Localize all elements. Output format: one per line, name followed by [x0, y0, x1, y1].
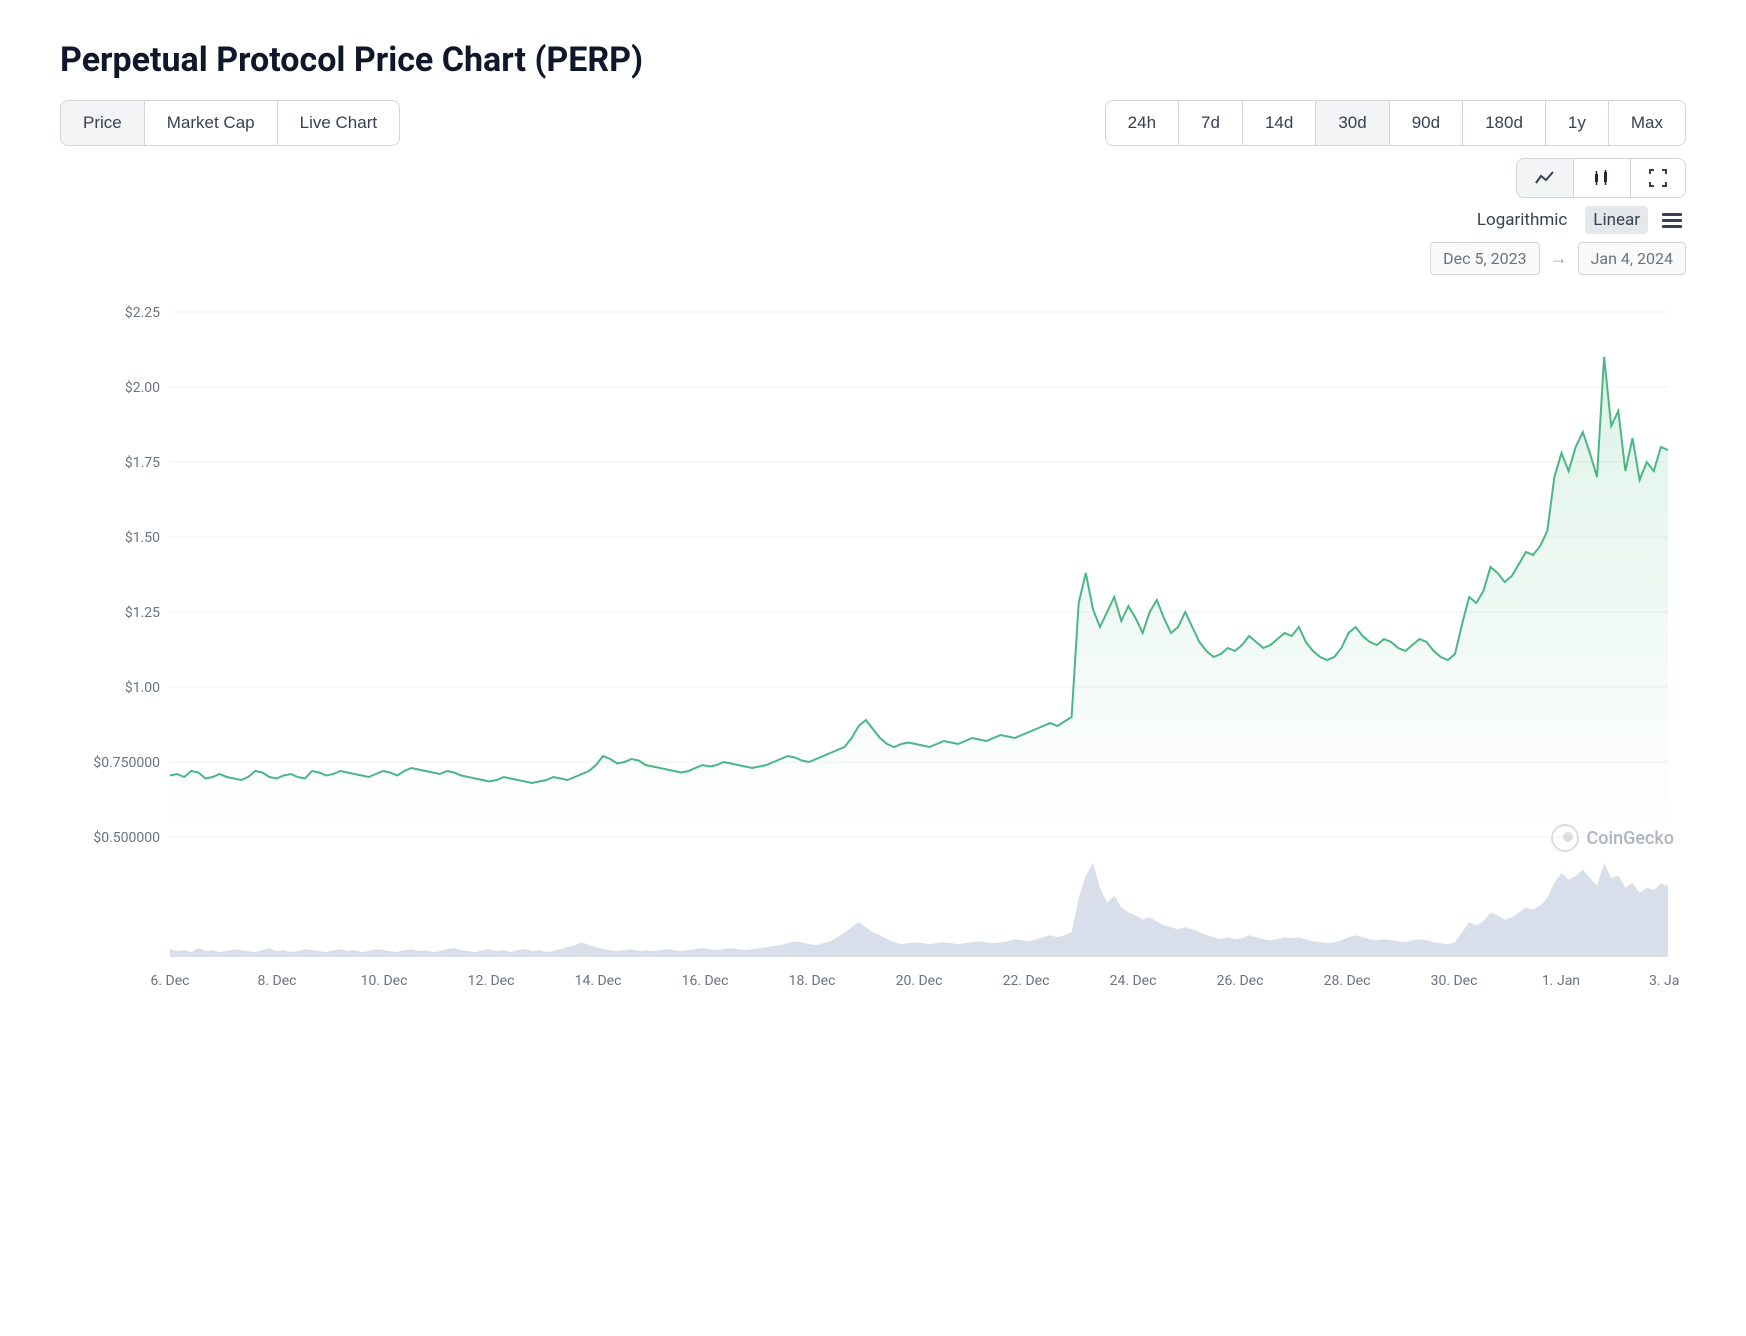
arrow-right-icon: → [1550, 248, 1568, 269]
chart-type-group [1516, 158, 1686, 198]
volume-chart[interactable]: 6. Dec 8. Dec 10. Dec 12. Dec 14. Dec 16. Dec… [60, 847, 1680, 997]
svg-text:20. Dec: 20. Dec [896, 973, 943, 989]
svg-text:14. Dec: 14. Dec [575, 973, 622, 989]
svg-text:12. Dec: 12. Dec [468, 973, 515, 989]
scale-row: Logarithmic Linear [60, 206, 1686, 234]
svg-text:$1.25: $1.25 [125, 604, 160, 621]
line-chart-icon[interactable] [1517, 159, 1574, 197]
chart-type-row [60, 158, 1686, 198]
svg-text:30. Dec: 30. Dec [1431, 973, 1478, 989]
svg-text:24. Dec: 24. Dec [1110, 973, 1157, 989]
range-tab-90d[interactable]: 90d [1390, 101, 1463, 145]
price-chart[interactable]: $0.500000 $0.750000 $1.00 $1.25 $1.50 $1.75 $2… [60, 287, 1680, 847]
page-title: Perpetual Protocol Price Chart (PERP) [60, 40, 1686, 80]
chart-container: $0.500000 $0.750000 $1.00 $1.25 $1.50 $1.75 $2… [60, 287, 1686, 997]
range-tab-180d[interactable]: 180d [1463, 101, 1546, 145]
fullscreen-chart-icon[interactable] [1631, 159, 1685, 197]
svg-text:1. Jan: 1. Jan [1542, 973, 1580, 989]
svg-text:$1.50: $1.50 [125, 529, 160, 546]
svg-text:16. Dec: 16. Dec [682, 973, 729, 989]
svg-text:26. Dec: 26. Dec [1217, 973, 1264, 989]
watermark-text: CoinGecko [1587, 828, 1674, 849]
view-tab-group: PriceMarket CapLive Chart [60, 100, 400, 146]
svg-text:$2.25: $2.25 [125, 304, 160, 321]
svg-text:28. Dec: 28. Dec [1324, 973, 1371, 989]
svg-text:$0.500000: $0.500000 [93, 829, 160, 846]
svg-text:8. Dec: 8. Dec [258, 973, 297, 989]
range-tab-14d[interactable]: 14d [1243, 101, 1316, 145]
svg-text:$0.750000: $0.750000 [93, 754, 160, 771]
date-to-input[interactable]: Jan 4, 2024 [1578, 242, 1686, 275]
view-tab-market-cap[interactable]: Market Cap [145, 101, 278, 145]
date-from-input[interactable]: Dec 5, 2023 [1430, 242, 1539, 275]
range-tab-group: 24h7d14d30d90d180d1yMax [1105, 100, 1686, 146]
range-tab-24h[interactable]: 24h [1106, 101, 1179, 145]
svg-text:$2.00: $2.00 [125, 379, 160, 396]
svg-text:$1.00: $1.00 [125, 679, 160, 696]
svg-text:22. Dec: 22. Dec [1003, 973, 1050, 989]
view-tab-live-chart[interactable]: Live Chart [278, 101, 399, 145]
candlestick-chart-icon[interactable] [1574, 159, 1631, 197]
range-tab-7d[interactable]: 7d [1179, 101, 1243, 145]
coingecko-logo-icon [1551, 824, 1579, 852]
scale-linear[interactable]: Linear [1585, 206, 1648, 234]
range-tab-1y[interactable]: 1y [1546, 101, 1609, 145]
watermark: CoinGecko [1551, 824, 1674, 852]
svg-text:$1.75: $1.75 [125, 454, 160, 471]
range-tab-30d[interactable]: 30d [1316, 101, 1389, 145]
chart-menu-icon[interactable] [1658, 209, 1686, 232]
svg-text:6. Dec: 6. Dec [151, 973, 190, 989]
controls-row: PriceMarket CapLive Chart 24h7d14d30d90d… [60, 100, 1686, 146]
date-range-row: Dec 5, 2023 → Jan 4, 2024 [60, 242, 1686, 275]
svg-text:18. Dec: 18. Dec [789, 973, 836, 989]
range-tab-max[interactable]: Max [1609, 101, 1685, 145]
svg-text:10. Dec: 10. Dec [361, 973, 408, 989]
scale-logarithmic[interactable]: Logarithmic [1469, 206, 1575, 234]
svg-text:3. Jan: 3. Jan [1649, 973, 1680, 989]
view-tab-price[interactable]: Price [61, 101, 145, 145]
